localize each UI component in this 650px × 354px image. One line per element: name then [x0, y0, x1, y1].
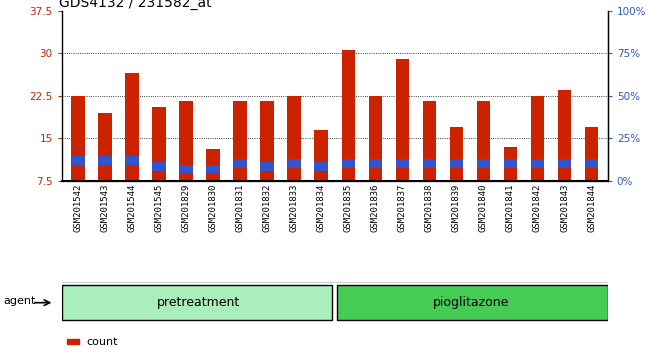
- Text: GSM201840: GSM201840: [479, 184, 488, 232]
- Text: GSM201545: GSM201545: [155, 184, 164, 232]
- Bar: [287, 159, 301, 168]
- Bar: [341, 159, 355, 168]
- Bar: [504, 159, 517, 168]
- Text: GSM201833: GSM201833: [290, 184, 299, 232]
- Bar: [261, 101, 274, 181]
- Bar: [422, 101, 436, 181]
- Bar: [450, 127, 463, 181]
- Bar: [62, 285, 332, 320]
- Bar: [585, 159, 598, 168]
- Bar: [530, 96, 544, 181]
- Bar: [233, 101, 247, 181]
- Bar: [396, 159, 409, 168]
- Text: GSM201543: GSM201543: [101, 184, 109, 232]
- Text: GSM201835: GSM201835: [344, 184, 353, 232]
- Bar: [233, 159, 247, 168]
- Bar: [98, 156, 112, 165]
- Text: GSM201542: GSM201542: [73, 184, 83, 232]
- Text: pretreatment: pretreatment: [157, 296, 240, 309]
- Bar: [98, 113, 112, 181]
- Bar: [206, 165, 220, 173]
- Bar: [450, 159, 463, 168]
- Bar: [369, 96, 382, 181]
- Text: count: count: [86, 337, 118, 347]
- Bar: [125, 156, 139, 165]
- Bar: [422, 159, 436, 168]
- Bar: [558, 159, 571, 168]
- Bar: [72, 156, 84, 165]
- Text: GSM201842: GSM201842: [533, 184, 542, 232]
- Bar: [369, 159, 382, 168]
- Bar: [530, 159, 544, 168]
- Bar: [72, 96, 84, 181]
- Text: agent: agent: [3, 296, 36, 306]
- Text: GSM201844: GSM201844: [587, 184, 596, 232]
- Bar: [396, 59, 409, 181]
- Bar: [341, 50, 355, 181]
- Bar: [152, 162, 166, 171]
- Bar: [287, 96, 301, 181]
- Text: GSM201841: GSM201841: [506, 184, 515, 232]
- Text: pioglitazone: pioglitazone: [433, 296, 510, 309]
- Bar: [476, 159, 490, 168]
- Bar: [152, 107, 166, 181]
- Text: GSM201834: GSM201834: [317, 184, 326, 232]
- Text: GSM201544: GSM201544: [127, 184, 136, 232]
- Bar: [504, 147, 517, 181]
- Text: GSM201831: GSM201831: [236, 184, 244, 232]
- Bar: [558, 90, 571, 181]
- Bar: [125, 73, 139, 181]
- Bar: [206, 149, 220, 181]
- Bar: [179, 101, 193, 181]
- Text: GSM201839: GSM201839: [452, 184, 461, 232]
- Bar: [476, 101, 490, 181]
- Bar: [179, 165, 193, 173]
- Bar: [337, 285, 608, 320]
- Text: GSM201829: GSM201829: [181, 184, 190, 232]
- Bar: [585, 127, 598, 181]
- Bar: [261, 162, 274, 171]
- Text: GSM201832: GSM201832: [263, 184, 272, 232]
- Text: GDS4132 / 231582_at: GDS4132 / 231582_at: [59, 0, 212, 10]
- Text: GSM201837: GSM201837: [398, 184, 407, 232]
- Bar: [315, 130, 328, 181]
- Text: GSM201830: GSM201830: [209, 184, 218, 232]
- Bar: [67, 339, 79, 344]
- Bar: [315, 162, 328, 171]
- Text: GSM201838: GSM201838: [425, 184, 434, 232]
- Text: GSM201843: GSM201843: [560, 184, 569, 232]
- Text: GSM201836: GSM201836: [370, 184, 380, 232]
